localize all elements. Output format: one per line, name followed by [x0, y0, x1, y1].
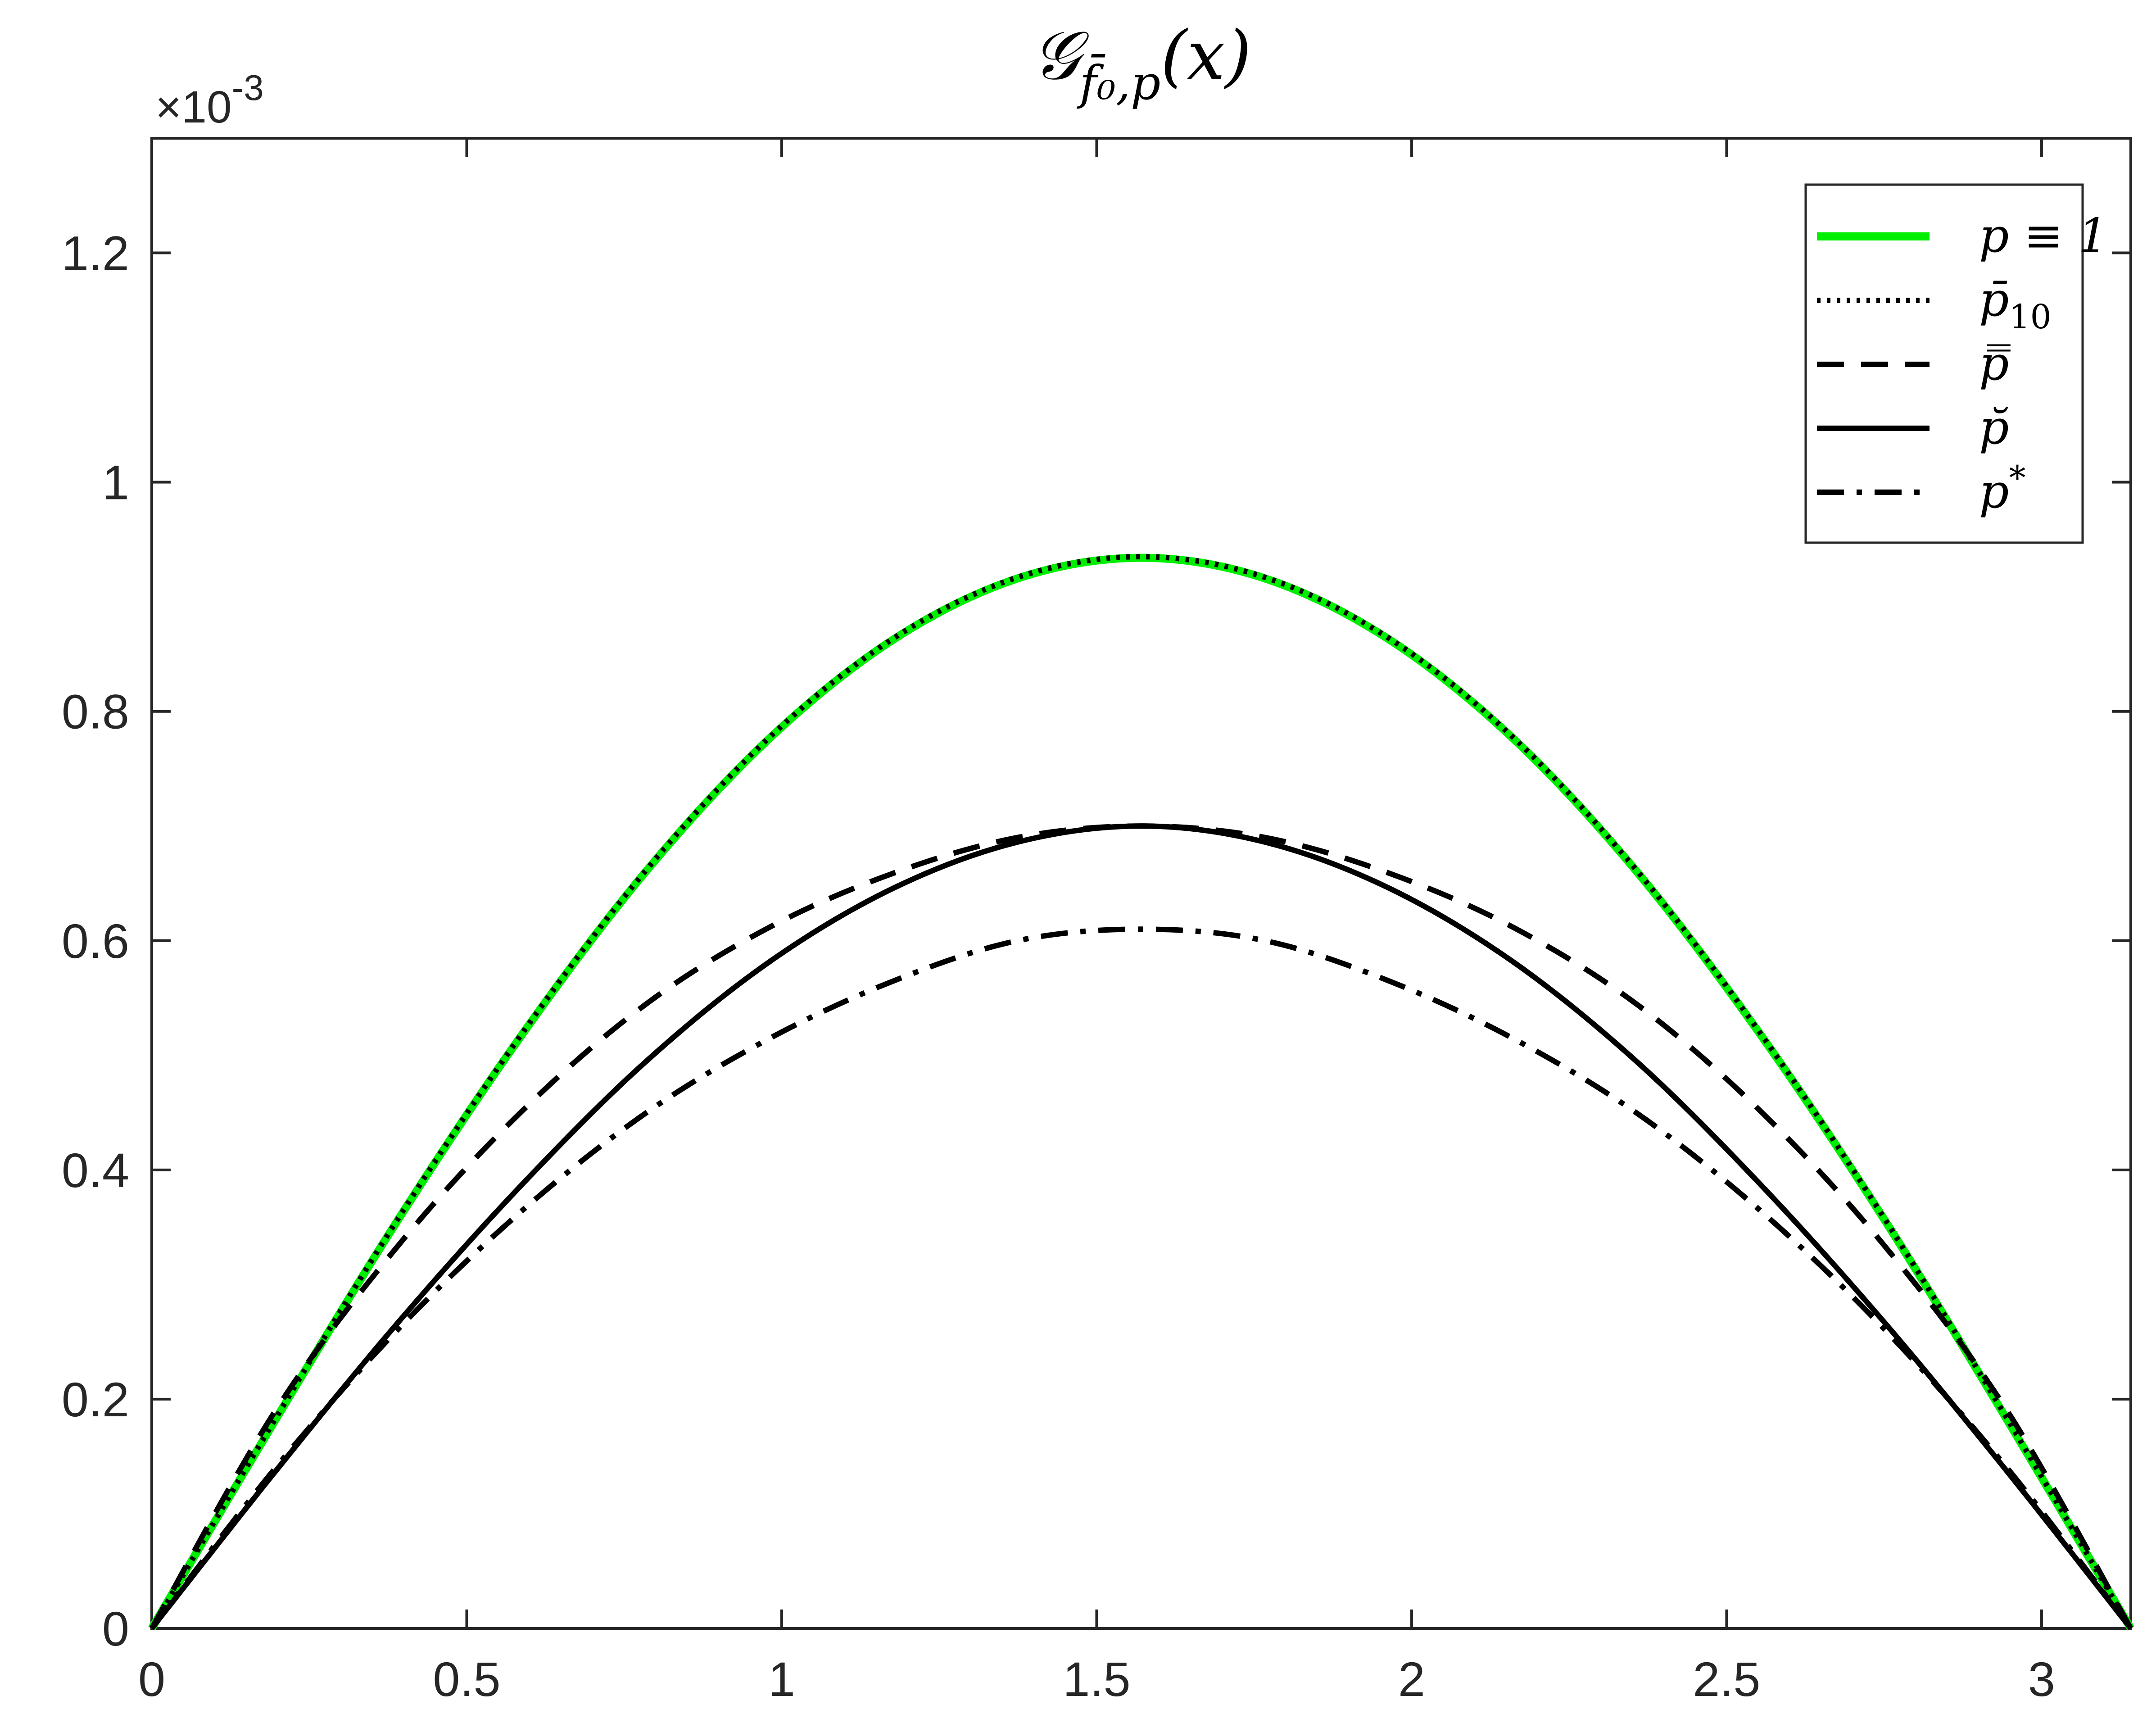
x-tick-label: 0 — [138, 1652, 165, 1706]
x-tick-label: 2 — [1398, 1652, 1425, 1706]
legend-box — [1804, 183, 2084, 544]
y-tick-label: 0.2 — [62, 1372, 129, 1427]
x-tick-label: 2.5 — [1693, 1652, 1760, 1706]
series-line-5 — [149, 926, 2133, 1630]
y-tick-label: 0 — [102, 1601, 129, 1656]
legend-label-4: p̆ — [1979, 400, 2009, 455]
y-tick-label: 1 — [102, 455, 129, 510]
x-tick-label: 1 — [768, 1652, 795, 1706]
y-tick-label: 0.8 — [62, 685, 129, 739]
y-tick-label: 0.4 — [62, 1143, 129, 1197]
chart-title-main: 𝒢 — [1032, 17, 1089, 95]
legend-label-3: p̿ — [1979, 336, 2011, 391]
y-axis-exponent-base: ×10 — [155, 82, 232, 132]
chart-title: 𝒢f̄₀,p(x) — [1032, 17, 1251, 110]
chart-title-subscript: f̄₀,p — [1077, 53, 1161, 110]
plot-area — [150, 137, 2132, 1630]
x-axis-ticks: 0 0.5 1 1.5 2 2.5 3 — [138, 138, 2055, 1706]
y-tick-label: 1.2 — [62, 226, 129, 281]
x-tick-label: 0.5 — [433, 1652, 500, 1706]
y-axis-exponent-power: -3 — [232, 68, 264, 108]
series-layer — [148, 553, 2134, 1631]
legend-label-2: p̄10 — [1979, 272, 2052, 336]
y-tick-label: 0.6 — [62, 914, 129, 968]
y-axis-ticks: 0 0.2 0.4 0.6 0.8 1 1.2 — [62, 226, 2131, 1656]
x-tick-label: 3 — [2028, 1652, 2055, 1706]
x-tick-label: 1.5 — [1063, 1652, 1130, 1706]
legend-label-1: p ≡ 1 — [1979, 208, 2108, 263]
y-axis-exponent: ×10-3 — [155, 68, 264, 132]
legend: p ≡ 1 p̄10p̿ p̆p* — [1804, 183, 2108, 544]
legend-label-5: p* — [1979, 459, 2026, 519]
chart-title-arg: (x) — [1161, 17, 1252, 95]
series-line-4 — [149, 823, 2133, 1630]
